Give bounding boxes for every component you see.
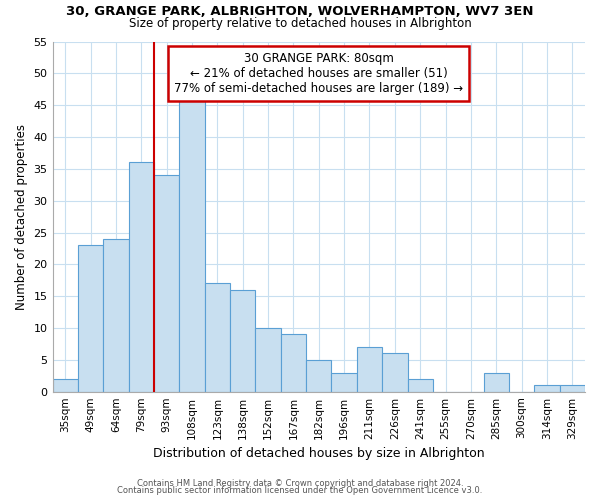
Bar bbox=[560, 386, 585, 392]
Bar bbox=[306, 360, 331, 392]
Y-axis label: Number of detached properties: Number of detached properties bbox=[15, 124, 28, 310]
X-axis label: Distribution of detached houses by size in Albrighton: Distribution of detached houses by size … bbox=[153, 447, 485, 460]
Bar bbox=[103, 239, 128, 392]
Bar bbox=[281, 334, 306, 392]
Bar bbox=[128, 162, 154, 392]
Bar bbox=[382, 354, 407, 392]
Text: Size of property relative to detached houses in Albrighton: Size of property relative to detached ho… bbox=[128, 18, 472, 30]
Bar bbox=[230, 290, 256, 392]
Text: Contains public sector information licensed under the Open Government Licence v3: Contains public sector information licen… bbox=[118, 486, 482, 495]
Bar bbox=[205, 284, 230, 392]
Bar bbox=[357, 347, 382, 392]
Bar bbox=[179, 99, 205, 392]
Text: 30 GRANGE PARK: 80sqm
← 21% of detached houses are smaller (51)
77% of semi-deta: 30 GRANGE PARK: 80sqm ← 21% of detached … bbox=[174, 52, 463, 95]
Bar bbox=[78, 245, 103, 392]
Bar bbox=[484, 372, 509, 392]
Bar bbox=[154, 175, 179, 392]
Text: 30, GRANGE PARK, ALBRIGHTON, WOLVERHAMPTON, WV7 3EN: 30, GRANGE PARK, ALBRIGHTON, WOLVERHAMPT… bbox=[66, 5, 534, 18]
Bar bbox=[256, 328, 281, 392]
Bar bbox=[331, 372, 357, 392]
Bar bbox=[407, 379, 433, 392]
Bar bbox=[53, 379, 78, 392]
Text: Contains HM Land Registry data © Crown copyright and database right 2024.: Contains HM Land Registry data © Crown c… bbox=[137, 478, 463, 488]
Bar bbox=[534, 386, 560, 392]
